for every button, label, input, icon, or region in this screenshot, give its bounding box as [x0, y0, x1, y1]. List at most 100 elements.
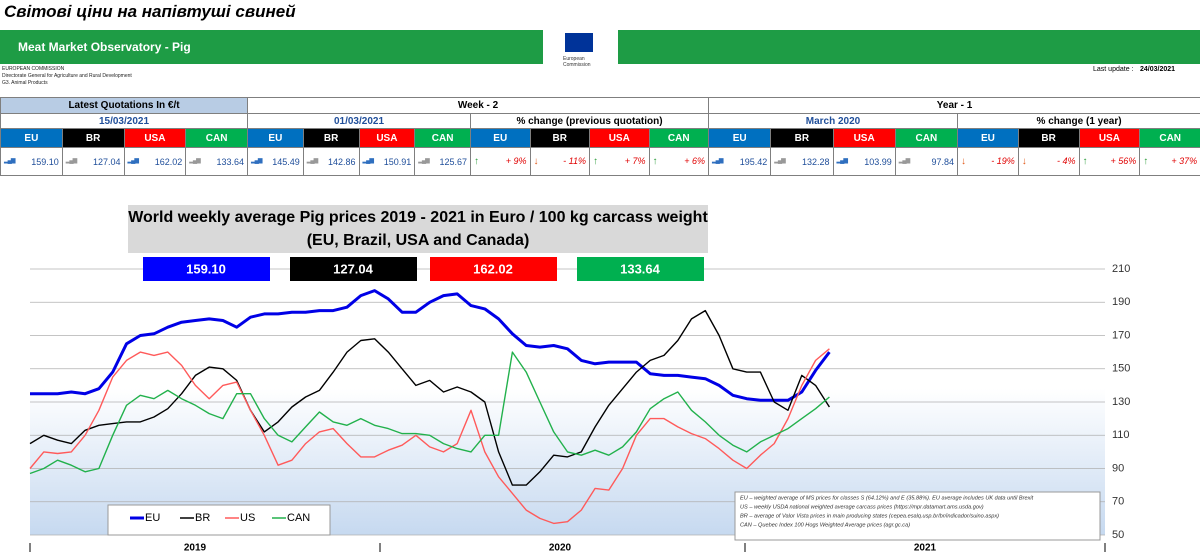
value-box-label: 133.64 — [620, 261, 661, 276]
group-header: Week - 2 — [246, 97, 710, 114]
price-value: 150.91 — [383, 156, 412, 167]
value-cell: ▂▄▆ 145.49 — [247, 147, 304, 176]
legend-label: US — [240, 512, 255, 524]
notes-box — [734, 491, 1101, 541]
trend-arrow: ↓ — [1021, 156, 1027, 167]
value-cell: ▂▄▆ 195.42 — [708, 147, 772, 176]
value-cell: ▂▄▆ 127.04 — [61, 147, 125, 176]
value-box-label: 162.02 — [473, 261, 513, 276]
table-row: 15/03/2021 01/03/2021% change (previous q… — [0, 113, 1200, 129]
price-value: 133.64 — [216, 156, 244, 167]
change-value: + 37% — [1171, 156, 1198, 166]
legend-box — [107, 504, 331, 536]
price-value: 103.99 — [864, 156, 892, 167]
series-line — [30, 289, 831, 402]
legend-label: EU — [145, 512, 160, 524]
org-text: EUROPEAN COMMISSION — [2, 66, 65, 72]
country-header: EU — [247, 128, 304, 148]
table-row: Latest Quotations In €/t Week - 2 Year - 1 — [0, 97, 1200, 114]
price-value: 142.86 — [327, 156, 356, 167]
series-line — [29, 309, 830, 486]
value-box — [143, 257, 270, 281]
price-value: 132.28 — [801, 156, 830, 167]
change-cell: ↑ + 9% — [470, 147, 531, 176]
price-value: 97.84 — [931, 156, 955, 167]
value-cell: ▂▄▆ 159.10 — [0, 147, 63, 176]
price-value: 127.04 — [92, 156, 121, 167]
change-value: - 11% — [563, 156, 586, 166]
value-cell: ▂▄▆ 142.86 — [302, 147, 360, 176]
bar-icon: ▂▄▆ — [306, 157, 319, 164]
change-cell: ↑ + 6% — [648, 147, 710, 176]
quotation-table: Latest Quotations In €/t Week - 2 Year - 1… — [0, 97, 1200, 176]
country-header: BR — [529, 128, 590, 148]
y-tick-label: 210 — [1112, 263, 1130, 275]
value-box — [430, 257, 557, 281]
table-row: EU BR USA CAN EU BR USA CAN EU BR USA CAN EU BR USA CAN… — [0, 128, 1200, 148]
change-value: - 19% — [991, 156, 1015, 166]
country-header: CAN — [894, 128, 959, 148]
country-header: EU — [957, 128, 1019, 148]
last-update-label: Last update : — [1093, 66, 1134, 73]
series-line — [29, 348, 830, 525]
change-value: + 56% — [1110, 156, 1137, 166]
y-tick-label: 130 — [1112, 396, 1130, 408]
value-cell: ▂▄▆ 132.28 — [770, 147, 834, 176]
bar-icon: ▂▄▆ — [712, 157, 724, 164]
y-tick-label: 150 — [1112, 363, 1130, 375]
legend-label: CAN — [287, 512, 310, 524]
value-cell: ▂▄▆ 133.64 — [185, 147, 248, 176]
country-header: USA — [832, 128, 896, 148]
chart: 50 70 90 110 130 150 170 190 210 World weekly ave… — [29, 205, 1130, 554]
note: BR – average of Valor Vista prices in ma… — [740, 513, 999, 519]
change-cell: ↑ + 37% — [1139, 147, 1200, 176]
org-text: Directorate General for Agriculture and … — [2, 73, 132, 79]
value-cell: ▂▄▆ 150.91 — [358, 147, 416, 176]
chart-title: World weekly average Pig prices 2019 - 2… — [128, 209, 708, 226]
value-cell: ▂▄▆ 125.67 — [414, 147, 471, 176]
y-tick-label: 70 — [1112, 496, 1124, 508]
sub-header: % change (previous quotation) — [469, 113, 710, 129]
sub-header: March 2020 — [708, 113, 959, 129]
bar-icon: ▂▄▆ — [774, 157, 786, 164]
country-header: USA — [589, 128, 650, 148]
x-tick-label: 2021 — [914, 543, 937, 554]
country-header: EU — [470, 128, 531, 148]
trend-arrow: ↑ — [1082, 156, 1088, 167]
y-tick-label: 190 — [1112, 296, 1130, 308]
change-value: + 6% — [684, 156, 706, 166]
series-line — [29, 351, 830, 475]
price-value: 195.42 — [739, 156, 768, 167]
country-header: CAN — [648, 128, 710, 148]
country-header: BR — [302, 128, 360, 148]
value-box-label: 159.10 — [186, 261, 226, 276]
x-tick-label: 2020 — [549, 543, 572, 554]
chart-subtitle: (EU, Brazil, USA and Canada) — [307, 232, 530, 249]
page-title: Світові ціни на напівтуші свиней — [4, 2, 296, 21]
price-value: 159.10 — [31, 156, 59, 167]
banner-title: Meat Market Observatory - Pig — [18, 40, 191, 54]
bar-icon: ▂▄▆ — [4, 157, 16, 164]
price-value: 162.02 — [154, 156, 183, 167]
country-header: CAN — [1139, 128, 1200, 148]
table-row: ▂▄▆ 159.10 ▂▄▆ 127.04 ▂▄▆ 162.02 ▂▄▆ 133.64 ▂▄▆ 1… — [0, 147, 1200, 176]
y-tick-label: 110 — [1112, 429, 1130, 441]
change-value: + 9% — [505, 156, 527, 166]
country-header: USA — [358, 128, 416, 148]
price-value: 145.49 — [272, 156, 300, 167]
value-cell: ▂▄▆ 97.84 — [894, 147, 959, 176]
sub-header: % change (1 year) — [957, 113, 1200, 129]
value-box — [290, 257, 417, 281]
bar-icon: ▂▄▆ — [251, 157, 263, 164]
trend-arrow: ↑ — [474, 156, 479, 167]
country-header: EU — [708, 128, 772, 148]
change-value: - 4% — [1057, 156, 1076, 166]
country-header: USA — [123, 128, 187, 148]
country-header: BR — [770, 128, 834, 148]
logo-text: European — [563, 56, 585, 62]
y-tick-label: 50 — [1112, 529, 1124, 541]
country-header: EU — [0, 128, 63, 148]
bar-icon: ▂▄▆ — [189, 157, 201, 164]
trend-arrow: ↑ — [652, 156, 658, 167]
